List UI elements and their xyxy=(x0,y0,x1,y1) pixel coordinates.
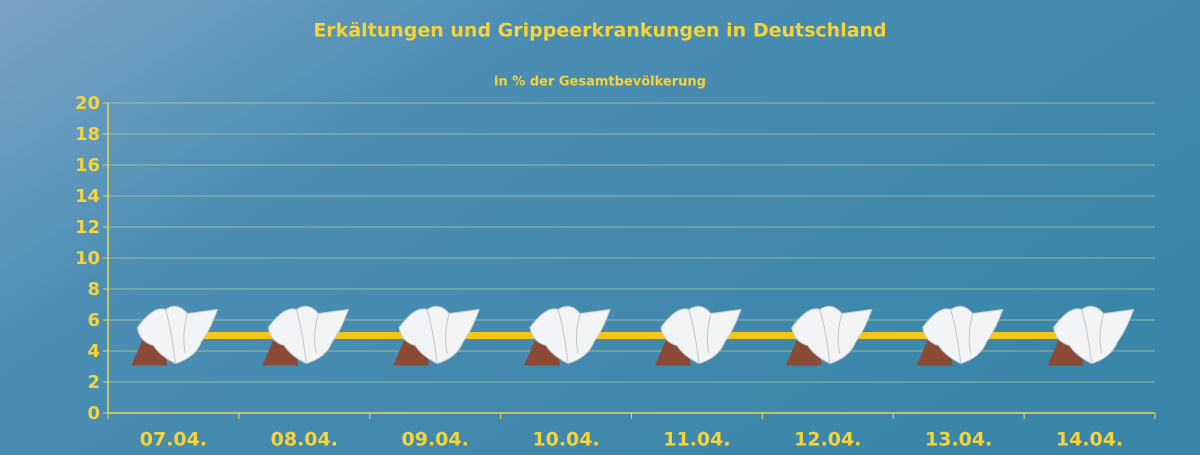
y-tick-label: 6 xyxy=(87,310,100,331)
tissue-marker xyxy=(131,305,219,366)
tissue-fold xyxy=(1081,309,1105,364)
y-tick-label: 4 xyxy=(87,341,100,362)
tissue-fold xyxy=(950,309,974,364)
chart-subtitle: in % der Gesamtbevölkerung xyxy=(494,75,706,90)
x-tick-label: 14.04. xyxy=(1056,429,1123,451)
tissue-fold xyxy=(819,309,843,364)
x-tick-label: 13.04. xyxy=(925,429,992,451)
tissue xyxy=(660,305,742,365)
y-tick-label: 14 xyxy=(75,186,100,207)
chart-title: Erkältungen und Grippeerkrankungen in De… xyxy=(313,20,886,42)
tissue-marker xyxy=(393,305,480,366)
y-tick-label: 20 xyxy=(75,93,100,114)
y-tick-label: 16 xyxy=(75,155,100,176)
x-tick-label: 12.04. xyxy=(794,429,861,451)
x-tick-label: 11.04. xyxy=(663,429,730,451)
y-tick-label: 8 xyxy=(87,279,100,300)
y-tick-label: 18 xyxy=(75,124,100,145)
tissue-marker xyxy=(654,305,742,366)
tissue xyxy=(136,305,219,365)
tissue xyxy=(791,305,873,365)
tissue-fold xyxy=(557,309,581,364)
tissue-fold xyxy=(426,309,450,364)
y-tick-label: 12 xyxy=(75,217,100,238)
tissue xyxy=(398,305,480,365)
tissue-marker xyxy=(785,305,873,366)
tissue-marker xyxy=(1047,305,1135,366)
y-tick-label: 2 xyxy=(87,372,100,393)
tissue-marker xyxy=(524,305,611,366)
y-tick-label: 10 xyxy=(75,248,100,269)
x-tick-label: 08.04. xyxy=(271,429,338,451)
tissue xyxy=(1053,305,1135,365)
x-tick-label: 09.04. xyxy=(402,429,469,451)
tissue-marker xyxy=(916,305,1004,366)
y-tick-label: 0 xyxy=(87,403,100,424)
tissue-fold xyxy=(295,309,319,364)
tissue xyxy=(267,305,350,365)
x-tick-label: 10.04. xyxy=(532,429,599,451)
tissue-fold xyxy=(164,309,188,364)
tissue-marker xyxy=(262,305,350,366)
tissue xyxy=(529,305,611,365)
x-tick-label: 07.04. xyxy=(140,429,207,451)
tissue xyxy=(922,305,1004,365)
tissue-fold xyxy=(688,309,712,364)
